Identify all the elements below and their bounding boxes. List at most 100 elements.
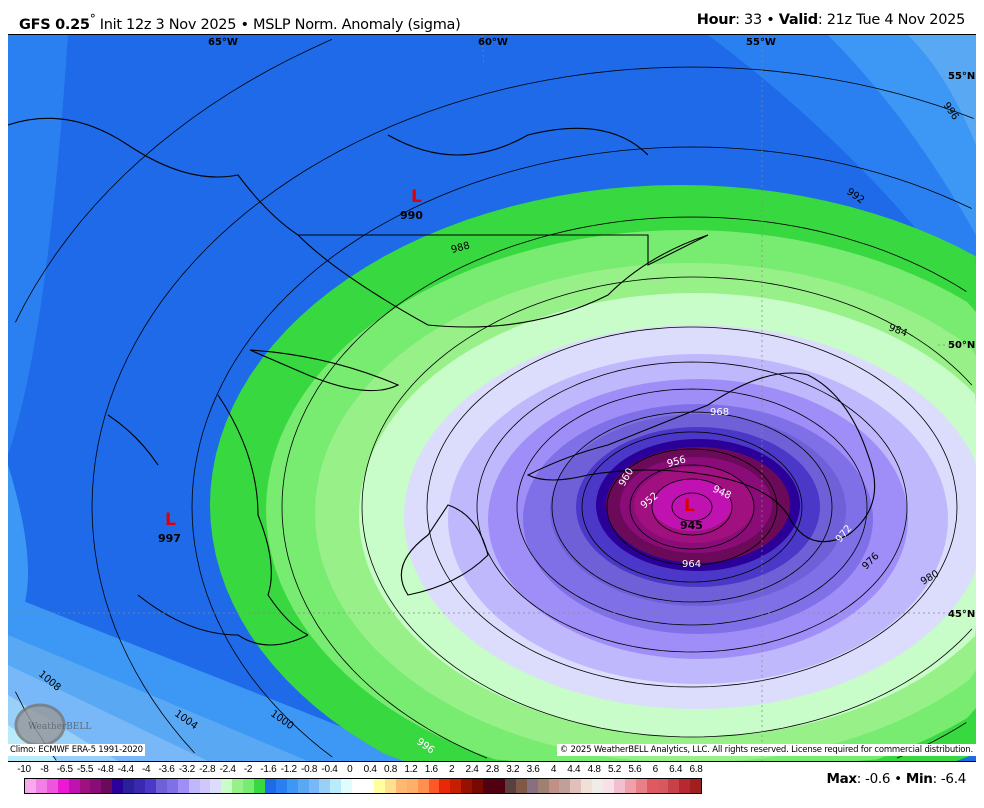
colorbar-swatch [690,779,702,793]
colorbar-tick-label: -10 [17,764,31,775]
colorbar-tick-label: -6.5 [56,764,73,775]
colorbar-tick-label: 2.4 [465,764,479,775]
max-value: : -0.6 • [856,771,906,787]
colorbar-tick-label: 0.4 [363,764,377,775]
colorbar-swatch [526,779,538,793]
colorbar-tick-label: -5.5 [77,764,94,775]
degree-symbol: ° [89,12,96,26]
isobar-line [516,388,868,626]
colorbar [24,778,702,794]
isobar-label: 964 [682,559,701,570]
colorbar-tick-label: 4.4 [567,764,581,775]
colorbar-swatch [570,779,582,793]
colorbar-swatch [308,779,320,793]
colorbar-swatch [374,779,385,793]
colorbar-tick-label: 6.4 [669,764,683,775]
colorbar-swatch [330,779,342,793]
colorbar-tick-label: -4 [142,764,151,775]
colorbar-swatch [134,779,145,793]
colorbar-swatch [297,779,309,793]
lat-label: 50°N [948,340,975,351]
colorbar-tick-label: -2.8 [199,764,216,775]
colorbar-swatch [35,779,47,793]
colorbar-tick-label: -4.8 [97,764,114,775]
low-symbol: L [165,510,176,530]
low-pressure-value: 990 [400,209,423,222]
isobar-line [651,478,733,536]
colorbar-swatch [668,779,680,793]
colorbar-swatch [25,779,36,793]
colorbar-swatch [428,779,440,793]
map-title: GFS 0.25° Init 12z 3 Nov 2025 • MSLP Nor… [19,12,461,33]
low-symbol: L [411,187,422,207]
colorbar-tick-label: -2.4 [219,764,236,775]
colorbar-tick-label: -4.4 [117,764,134,775]
colorbar-swatch [461,779,473,793]
colorbar-swatch [450,779,462,793]
colorbar-swatch [384,779,396,793]
colorbar-tick-label: -3.2 [178,764,195,775]
colorbar-tick-label: -0.4 [321,764,338,775]
isobar-label: 988 [450,240,471,256]
colorbar-tick-label: 0.8 [384,764,398,775]
colorbar-swatch [112,779,124,793]
graticule [8,35,976,761]
colorbar-tick-label: 3.6 [526,764,540,775]
colorbar-tick-label: -8 [40,764,49,775]
max-label: Max [826,771,857,787]
colorbar-swatch [592,779,604,793]
copyright-notice: © 2025 WeatherBELL Analytics, LLC. All r… [556,744,976,756]
anomaly-fill-ne3 [908,35,976,145]
colorbar-swatch [286,779,298,793]
isobar-line [671,492,713,522]
colorbar-tick-label: 2 [448,764,455,775]
init-and-product: Init 12z 3 Nov 2025 • MSLP Norm. Anomaly… [95,16,461,33]
colorbar-swatch [624,779,636,793]
isobar-line [606,448,778,566]
colorbar-swatch [395,779,407,793]
colorbar-swatch [177,779,189,793]
isobar-line [426,326,958,688]
anomaly-contour-fill [652,479,732,531]
weatherbell-logo: WeatherBELL [14,703,91,747]
low-pressure-value: 945 [680,519,703,532]
colorbar-swatch [46,779,58,793]
isobar-line [551,411,833,603]
colorbar-swatch [232,779,244,793]
colorbar-swatch [439,779,451,793]
colorbar-tick-label: 2.8 [485,764,499,775]
valid-label: Valid [778,12,818,28]
valid-value: : 21z Tue 4 Nov 2025 [817,12,965,28]
min-value: : -6.4 [932,771,967,787]
colorbar-tick-label: -1.2 [280,764,297,775]
isobar-line [191,146,972,758]
colorbar-swatch [483,779,494,793]
colorbar-swatch [79,779,91,793]
lon-label: 65°W [208,37,238,48]
colorbar-swatch [264,779,276,793]
colorbar-tick-label: 5.2 [608,764,622,775]
min-label: Min [905,771,933,787]
colorbar-swatch [472,779,484,793]
colorbar-swatch [646,779,658,793]
isobar-line [476,361,908,653]
colorbar-swatch [90,779,102,793]
colorbar-swatch [559,779,571,793]
colorbar-swatch [493,779,505,793]
colorbar-swatch [68,779,80,793]
colorbar-swatch [254,779,265,793]
colorbar-tick-label: 4.8 [587,764,601,775]
pressure-centers: L 990 L 997 L 945 [158,187,703,545]
isobar-line [91,66,974,754]
colorbar-swatch [166,779,178,793]
colorbar-tick-label: 4 [550,764,557,775]
anomaly-fill-left [8,35,68,455]
mslp-anomaly-map: 65°W 60°W 55°W 55°N 50°N 45°N 996 992 98… [8,35,976,761]
colorbar-swatch [210,779,222,793]
colorbar-swatch [635,779,647,793]
colorbar-tick-label: 5.6 [628,764,642,775]
colorbar-swatch [199,779,211,793]
colorbar-swatch [243,779,255,793]
colorbar-swatch [613,779,625,793]
lon-label: 55°W [746,37,776,48]
